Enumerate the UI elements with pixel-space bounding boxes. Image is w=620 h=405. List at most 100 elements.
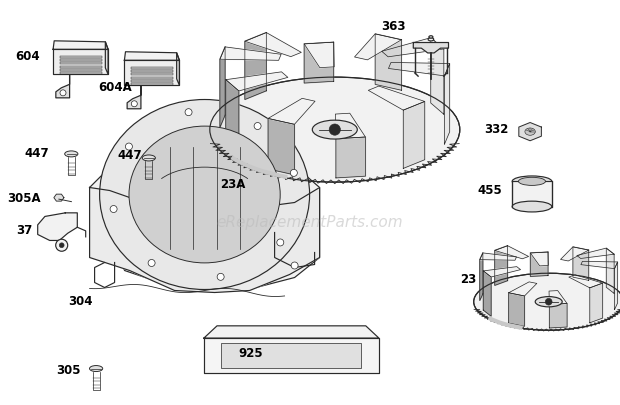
Ellipse shape [535,296,562,307]
Polygon shape [336,137,365,178]
Polygon shape [614,262,618,309]
Text: 604A: 604A [98,81,131,94]
Ellipse shape [428,38,434,41]
Circle shape [546,298,552,305]
Ellipse shape [89,366,103,371]
Polygon shape [530,252,548,266]
Circle shape [254,123,261,130]
Polygon shape [226,80,239,156]
Bar [60,69,102,71]
Polygon shape [204,338,379,373]
Polygon shape [245,32,301,57]
Text: 305A: 305A [7,192,40,205]
Circle shape [60,243,64,247]
Polygon shape [403,101,425,168]
Polygon shape [495,246,529,259]
Polygon shape [268,98,315,124]
Circle shape [56,239,68,251]
Polygon shape [105,42,108,75]
Polygon shape [304,42,334,83]
Polygon shape [177,53,179,85]
Polygon shape [569,275,603,288]
Polygon shape [226,72,288,91]
Polygon shape [519,123,541,141]
Polygon shape [56,75,69,98]
Ellipse shape [518,177,546,185]
Polygon shape [581,261,618,269]
Bar [131,73,173,75]
Text: 37: 37 [17,224,33,237]
Polygon shape [480,253,483,301]
Ellipse shape [429,36,433,38]
Text: 455: 455 [477,184,502,197]
Bar [131,80,173,82]
Polygon shape [560,247,589,261]
Ellipse shape [512,176,552,187]
Ellipse shape [512,201,552,212]
Text: 447: 447 [25,147,50,160]
Polygon shape [38,213,78,241]
Text: 925: 925 [239,347,264,360]
Ellipse shape [210,77,460,182]
Bar [131,83,173,85]
Polygon shape [53,41,108,49]
Polygon shape [245,32,267,100]
Polygon shape [573,247,589,280]
Text: 363: 363 [381,20,406,33]
Polygon shape [549,291,567,305]
Polygon shape [335,113,365,139]
Ellipse shape [64,151,78,157]
Polygon shape [530,252,548,277]
Polygon shape [368,86,425,110]
Ellipse shape [312,120,357,139]
Text: 305: 305 [56,364,81,377]
Polygon shape [127,85,141,109]
Circle shape [148,260,155,266]
Text: 304: 304 [68,295,93,308]
Polygon shape [304,42,334,68]
Polygon shape [549,303,567,328]
Polygon shape [54,194,64,201]
Polygon shape [90,162,319,290]
Circle shape [131,101,137,107]
Polygon shape [495,246,508,286]
Polygon shape [204,326,379,338]
Circle shape [290,169,298,176]
Text: 332: 332 [484,123,508,136]
Polygon shape [375,34,402,90]
Bar [60,62,102,64]
Bar [60,72,102,74]
Polygon shape [508,282,537,296]
Polygon shape [445,64,449,144]
Polygon shape [431,38,444,114]
Bar [60,59,102,61]
Circle shape [217,273,224,280]
Polygon shape [382,38,444,57]
Polygon shape [125,52,179,60]
Circle shape [277,239,284,246]
Bar [60,66,102,68]
Circle shape [329,124,340,135]
Ellipse shape [100,100,309,290]
Polygon shape [508,293,525,326]
Polygon shape [590,283,603,323]
Polygon shape [577,248,614,258]
Polygon shape [268,118,294,175]
Bar [131,77,173,79]
Polygon shape [483,266,521,277]
Polygon shape [483,271,491,316]
Text: eReplacementParts.com: eReplacementParts.com [216,215,404,230]
Circle shape [185,109,192,116]
Ellipse shape [129,126,280,263]
Polygon shape [414,43,448,53]
Bar [60,56,102,58]
Bar [221,343,361,368]
Ellipse shape [474,273,620,330]
Text: 447: 447 [118,149,143,162]
Polygon shape [389,62,450,76]
Polygon shape [480,253,516,260]
Bar [131,67,173,69]
Polygon shape [125,60,179,85]
Ellipse shape [142,155,156,161]
Ellipse shape [525,128,535,135]
